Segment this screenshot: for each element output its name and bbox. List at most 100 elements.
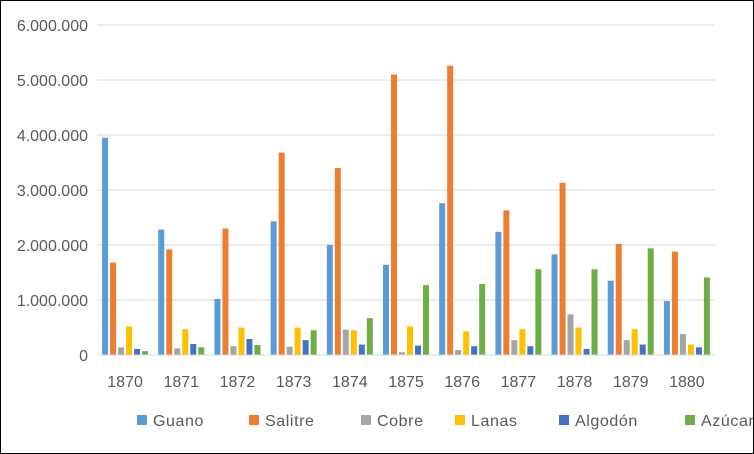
legend-swatch: [455, 415, 465, 425]
x-tick-label: 1871: [163, 374, 199, 391]
bar: [254, 345, 261, 355]
bar: [366, 318, 373, 355]
bar: [447, 65, 454, 355]
bar: [607, 280, 614, 355]
bar: [455, 350, 462, 355]
gridlines: [97, 24, 715, 301]
bar: [623, 340, 630, 355]
bar: [647, 248, 654, 355]
bar: [551, 254, 558, 355]
y-tick-label: 6.000.000: [17, 18, 88, 35]
bar: [246, 339, 253, 355]
bar: [142, 351, 149, 355]
bar: [415, 345, 421, 355]
bar: [270, 221, 277, 355]
bar: [615, 243, 622, 355]
bar: [134, 348, 141, 355]
bar: [286, 346, 293, 355]
x-tick-label: 1878: [557, 374, 593, 391]
bar: [383, 264, 389, 355]
bar: [358, 344, 365, 355]
x-tick-label: 1875: [388, 374, 424, 391]
bar: [423, 285, 429, 355]
bar: [663, 301, 670, 355]
bar: [511, 340, 518, 355]
bar: [463, 331, 470, 355]
bar: [439, 203, 446, 355]
bar: [671, 251, 678, 355]
y-tick-label: 5.000.000: [17, 73, 88, 90]
bar: [166, 249, 173, 355]
bar: [631, 329, 638, 355]
y-tick-label: 3.000.000: [17, 183, 88, 200]
bar: [334, 168, 341, 355]
legend-item: Lanas: [455, 413, 518, 430]
bar: [278, 152, 285, 355]
bars: [102, 65, 710, 355]
bar: [102, 137, 109, 355]
bar: [519, 329, 526, 355]
bar: [222, 228, 229, 355]
legend-swatch: [361, 415, 371, 425]
bar: [126, 326, 133, 355]
x-tick-label: 1877: [501, 374, 537, 391]
bar: [214, 298, 221, 355]
legend-label: Azúcar: [701, 413, 754, 430]
bar: [174, 348, 181, 355]
bar: [687, 344, 694, 355]
x-tick-label: 1874: [332, 374, 368, 391]
legend-label: Algodón: [575, 413, 638, 430]
y-tick-label: 4.000.000: [17, 128, 88, 145]
bar: [158, 229, 165, 355]
bar: [527, 346, 534, 355]
legend-item: Cobre: [361, 413, 424, 430]
x-tick-label: 1870: [107, 374, 143, 391]
bar: [535, 269, 542, 355]
x-axis: 1870 1871 1872 1873 1874 1875 1876 1877 1878 1879…: [97, 354, 715, 391]
bar: [302, 340, 309, 355]
bar: [503, 210, 510, 355]
x-tick-label: 1876: [444, 374, 480, 391]
y-tick-label: 1.000.000: [17, 293, 88, 310]
x-tick-label: 1880: [669, 374, 705, 391]
legend-label: Lanas: [471, 413, 518, 430]
legend-item: Guano: [137, 413, 204, 430]
bar: [639, 344, 646, 355]
bar: [567, 314, 574, 355]
bar: [591, 269, 598, 355]
bar: [342, 329, 349, 355]
bar: [703, 277, 710, 355]
y-axis-labels: 0 1.000.000 2.000.000 3.000.000 4.000.000 5.0…: [17, 18, 88, 365]
bar: [399, 352, 405, 355]
bar: [190, 344, 197, 355]
legend-swatch: [249, 415, 259, 425]
bar: [110, 262, 117, 355]
bar: [182, 329, 189, 355]
bar: [350, 330, 357, 355]
bar: [559, 182, 566, 355]
bar: [294, 327, 301, 355]
x-tick-label: 1872: [220, 374, 256, 391]
bar: [471, 346, 478, 355]
x-tick-label: 1873: [276, 374, 312, 391]
legend-swatch: [559, 415, 569, 425]
x-tick-label: 1879: [613, 374, 649, 391]
legend-label: Guano: [153, 413, 204, 430]
legend-item: Salitre: [249, 413, 315, 430]
bar: [407, 326, 413, 355]
bar: [238, 327, 245, 355]
bar: [679, 334, 686, 355]
bar: [495, 231, 502, 355]
bar: [230, 346, 237, 355]
legend-label: Salitre: [265, 413, 315, 430]
legend-label: Cobre: [377, 413, 424, 430]
bar: [695, 347, 702, 355]
y-tick-label: 2.000.000: [17, 238, 88, 255]
bar: [575, 327, 582, 355]
bar: [326, 245, 333, 355]
legend-item: Algodón: [559, 413, 638, 430]
legend-swatch: [685, 415, 695, 425]
bar: [118, 347, 125, 355]
